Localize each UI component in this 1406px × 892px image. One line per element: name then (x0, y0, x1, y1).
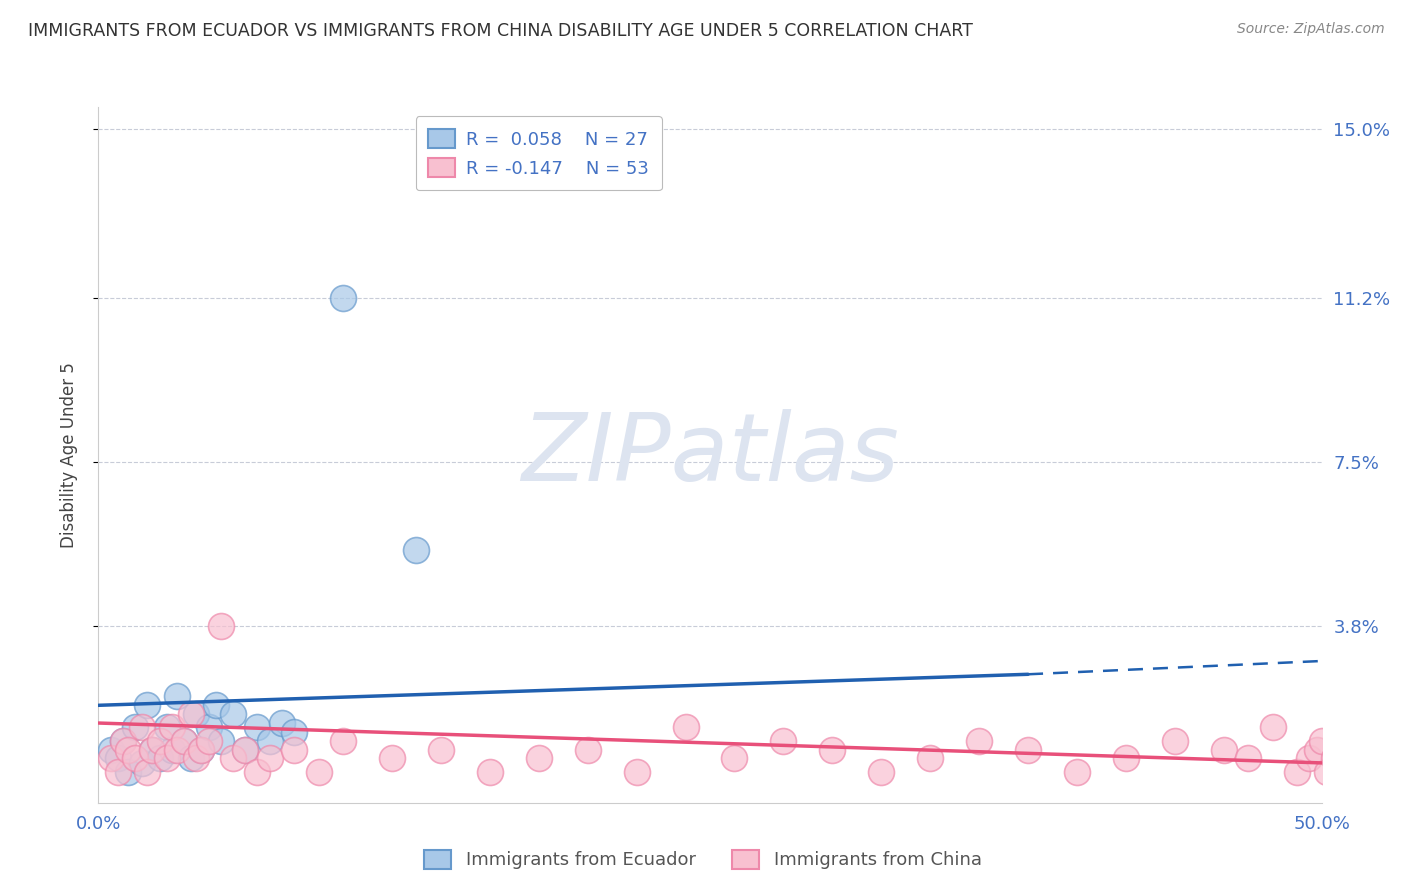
Point (283, 742, 305, 756)
Point (1306, 742, 1329, 756)
Point (1330, 742, 1353, 756)
Point (270, 716, 294, 731)
Point (821, 742, 844, 756)
Y-axis label: Disability Age Under 5: Disability Age Under 5 (59, 362, 77, 548)
Point (209, 618, 232, 632)
Point (1212, 742, 1234, 756)
Point (233, 742, 256, 756)
Point (723, 751, 745, 765)
Point (124, 721, 146, 735)
Text: IMMIGRANTS FROM ECUADOR VS IMMIGRANTS FROM CHINA DISABILITY AGE UNDER 5 CORRELAT: IMMIGRANTS FROM ECUADOR VS IMMIGRANTS FR… (28, 22, 973, 40)
Point (1315, 764, 1337, 779)
Point (141, 742, 163, 756)
Point (1286, 764, 1309, 779)
Point (283, 725, 305, 739)
Point (430, 742, 453, 756)
Point (173, 733, 195, 747)
Point (180, 751, 202, 765)
Point (920, 751, 942, 765)
Point (136, 698, 159, 713)
Point (1237, 751, 1260, 765)
Point (136, 764, 159, 779)
Point (332, 733, 354, 747)
Point (1298, 751, 1320, 765)
Point (180, 707, 202, 722)
Point (259, 733, 281, 747)
Point (160, 721, 183, 735)
Point (124, 751, 146, 765)
Point (626, 764, 648, 779)
Point (186, 751, 208, 765)
Legend: Immigrants from Ecuador, Immigrants from China: Immigrants from Ecuador, Immigrants from… (415, 840, 991, 879)
Point (156, 751, 179, 765)
Point (117, 742, 139, 756)
Point (332, 291, 354, 305)
Point (197, 733, 219, 747)
Point (870, 764, 893, 779)
Point (160, 742, 183, 756)
Point (772, 733, 794, 747)
Point (1261, 721, 1284, 735)
Point (1164, 733, 1187, 747)
Point (190, 742, 212, 756)
Point (527, 751, 550, 765)
Point (222, 707, 245, 722)
Point (117, 764, 139, 779)
Point (222, 751, 245, 765)
Point (166, 742, 188, 756)
Point (1017, 742, 1039, 756)
Point (197, 721, 219, 735)
Point (576, 742, 599, 756)
Point (1115, 751, 1137, 765)
Point (967, 733, 990, 747)
Point (107, 764, 129, 779)
Point (107, 751, 129, 765)
Point (141, 742, 163, 756)
Point (246, 721, 269, 735)
Point (205, 698, 228, 713)
Point (149, 733, 172, 747)
Point (259, 751, 281, 765)
Point (478, 764, 501, 779)
Text: Source: ZipAtlas.com: Source: ZipAtlas.com (1237, 22, 1385, 37)
Point (166, 690, 188, 704)
Point (1066, 764, 1088, 779)
Point (209, 733, 232, 747)
Point (381, 751, 404, 765)
Point (246, 764, 269, 779)
Text: ZIPatlas: ZIPatlas (522, 409, 898, 500)
Point (100, 751, 122, 765)
Point (111, 733, 134, 747)
Point (1323, 751, 1346, 765)
Point (233, 742, 256, 756)
Point (156, 721, 179, 735)
Point (308, 764, 330, 779)
Point (131, 721, 153, 735)
Point (1310, 733, 1333, 747)
Point (190, 742, 212, 756)
Point (675, 721, 697, 735)
Point (173, 733, 195, 747)
Point (131, 756, 153, 770)
Point (186, 707, 208, 722)
Point (405, 543, 427, 558)
Point (100, 742, 122, 756)
Point (111, 733, 134, 747)
Point (149, 751, 172, 765)
Legend: R =  0.058    N = 27, R = -0.147    N = 53: R = 0.058 N = 27, R = -0.147 N = 53 (416, 116, 662, 190)
Point (1334, 764, 1357, 779)
